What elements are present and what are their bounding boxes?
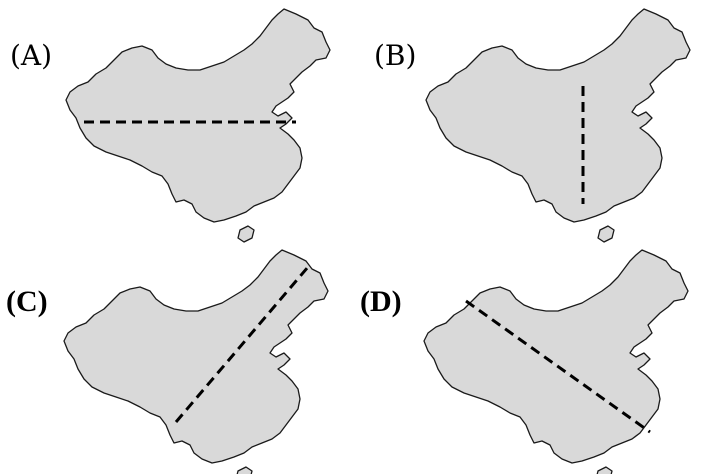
panel-b: (B) <box>350 0 701 237</box>
map-d <box>350 237 701 474</box>
map-a <box>0 0 350 237</box>
panel-d: (D) <box>350 237 701 474</box>
panel-a: (A) <box>0 0 350 237</box>
map-c <box>0 237 350 474</box>
map-b <box>350 0 701 237</box>
panel-c: (C) <box>0 237 350 474</box>
